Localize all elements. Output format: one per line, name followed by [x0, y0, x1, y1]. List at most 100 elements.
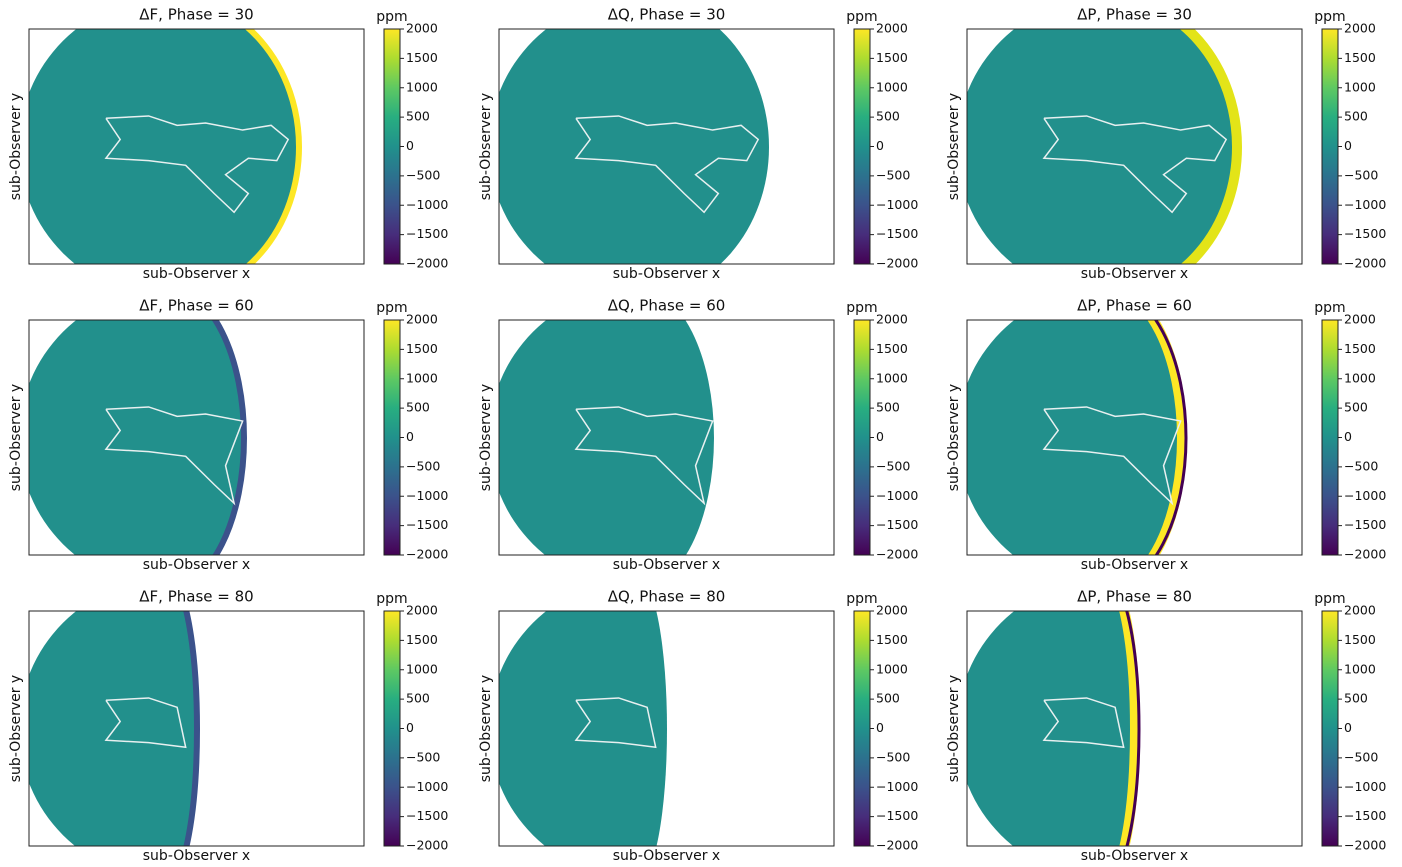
colorbar-tick-label: 0: [1344, 429, 1352, 444]
panel-title: ΔQ, Phase = 80: [608, 588, 726, 606]
plot-frame: [498, 319, 835, 556]
colorbar-tick-label: −1500: [1344, 517, 1386, 532]
colorbar-tick-label: 1500: [1344, 341, 1376, 356]
y-axis-label: sub-Observer y: [478, 675, 494, 782]
colorbar-tick-label: −2000: [876, 547, 918, 562]
colorbar-tick-label: −1000: [1344, 488, 1386, 503]
plot-frame: [966, 28, 1303, 265]
colorbar: [383, 319, 401, 556]
map: [499, 320, 714, 555]
colorbar-tick-label: −500: [1344, 458, 1378, 473]
colorbar-tick-label: −1000: [876, 488, 918, 503]
colorbar-tick-label: 500: [1344, 400, 1368, 415]
x-axis-label: sub-Observer x: [143, 848, 250, 864]
planet-disk: [967, 320, 1182, 555]
colorbar: [853, 610, 871, 847]
planet-disk: [499, 611, 667, 846]
colorbar-tick-label: 1500: [406, 50, 438, 65]
colorbar-tick-label: 0: [406, 138, 414, 153]
colorbar-tick-label: 2000: [876, 312, 908, 327]
colorbar-tick-label: −1000: [406, 197, 448, 212]
x-axis-label: sub-Observer x: [1081, 266, 1188, 282]
colorbar-tick-label: −1500: [876, 808, 918, 823]
panel-title: ΔP, Phase = 60: [1077, 297, 1192, 315]
terminator-rim: [1119, 611, 1140, 846]
colorbar-tick-label: −1500: [876, 226, 918, 241]
colorbar-tick-label: −1500: [406, 517, 448, 532]
map: [499, 29, 769, 264]
map: [29, 29, 302, 264]
panel-title: ΔP, Phase = 30: [1077, 6, 1192, 24]
terminator-rim: [1179, 29, 1242, 264]
x-axis-label: sub-Observer x: [143, 557, 250, 573]
colorbar-tick-label: −1500: [1344, 226, 1386, 241]
colorbar-tick-label: 0: [876, 429, 884, 444]
colorbar-tick-label: −500: [876, 458, 910, 473]
colorbar-tick-label: 500: [1344, 691, 1368, 706]
x-axis-label: sub-Observer x: [143, 266, 250, 282]
y-axis-label: sub-Observer y: [478, 93, 494, 200]
terminator-rim: [244, 29, 302, 264]
colorbar-tick-label: −1500: [406, 226, 448, 241]
colorbar-tick-label: 1500: [876, 50, 908, 65]
coastline: [104, 115, 290, 214]
coastline: [1042, 406, 1182, 506]
colorbar-tick-label: −2000: [406, 256, 448, 271]
terminator-rim: [211, 320, 247, 555]
x-axis-label: sub-Observer x: [1081, 848, 1188, 864]
colorbar: [1321, 28, 1339, 265]
plot-frame: [28, 610, 365, 847]
coastline: [574, 115, 760, 214]
colorbar: [383, 610, 401, 847]
colorbar-tick-label: −2000: [876, 838, 918, 853]
colorbar-tick-label: 2000: [406, 312, 438, 327]
colorbar-tick-label: −500: [406, 749, 440, 764]
y-axis-label: sub-Observer y: [946, 384, 962, 491]
planet-disk: [29, 29, 299, 264]
colorbar-tick-label: −1500: [876, 517, 918, 532]
map: [967, 611, 1141, 846]
terminator-edge: [1125, 611, 1141, 846]
colorbar-tick-label: 0: [406, 720, 414, 735]
panel-title: ΔQ, Phase = 60: [608, 297, 726, 315]
colorbar-tick-label: 2000: [876, 603, 908, 618]
y-axis-label: sub-Observer y: [946, 675, 962, 782]
colorbar-tick-label: 500: [876, 691, 900, 706]
colorbar-tick-label: −500: [1344, 749, 1378, 764]
x-axis-label: sub-Observer x: [613, 848, 720, 864]
plot-frame: [498, 28, 835, 265]
panel-title: ΔF, Phase = 30: [139, 6, 253, 24]
colorbar-tick-label: 0: [406, 429, 414, 444]
planet-disk: [967, 611, 1135, 846]
colorbar-tick-label: 1000: [876, 661, 908, 676]
colorbar-tick-label: 1000: [876, 79, 908, 94]
colorbar-tick-label: 1000: [1344, 661, 1376, 676]
colorbar-tick-label: −2000: [406, 547, 448, 562]
coastline: [1042, 697, 1125, 749]
colorbar-label: ppm: [376, 300, 407, 316]
colorbar-tick-label: 0: [876, 138, 884, 153]
panel-title: ΔF, Phase = 80: [139, 588, 253, 606]
terminator-edge: [1153, 320, 1188, 555]
colorbar-tick-label: 1500: [876, 341, 908, 356]
colorbar-tick-label: −1000: [1344, 197, 1386, 212]
map: [967, 320, 1188, 555]
coastline: [1042, 115, 1228, 214]
map: [29, 320, 247, 555]
colorbar-label: ppm: [1314, 591, 1345, 607]
colorbar-tick-label: 2000: [406, 21, 438, 36]
colorbar-tick-label: 1000: [1344, 370, 1376, 385]
colorbar-tick-label: 500: [406, 691, 430, 706]
colorbar-tick-label: −1000: [1344, 779, 1386, 794]
x-axis-label: sub-Observer x: [1081, 557, 1188, 573]
colorbar-tick-label: 0: [1344, 720, 1352, 735]
colorbar-tick-label: −1500: [1344, 808, 1386, 823]
colorbar-label: ppm: [376, 591, 407, 607]
colorbar-tick-label: 1500: [406, 632, 438, 647]
planet-disk: [499, 29, 769, 264]
colorbar-tick-label: 500: [406, 400, 430, 415]
colorbar-tick-label: 2000: [406, 603, 438, 618]
colorbar-tick-label: −2000: [1344, 547, 1386, 562]
colorbar-tick-label: −500: [876, 167, 910, 182]
